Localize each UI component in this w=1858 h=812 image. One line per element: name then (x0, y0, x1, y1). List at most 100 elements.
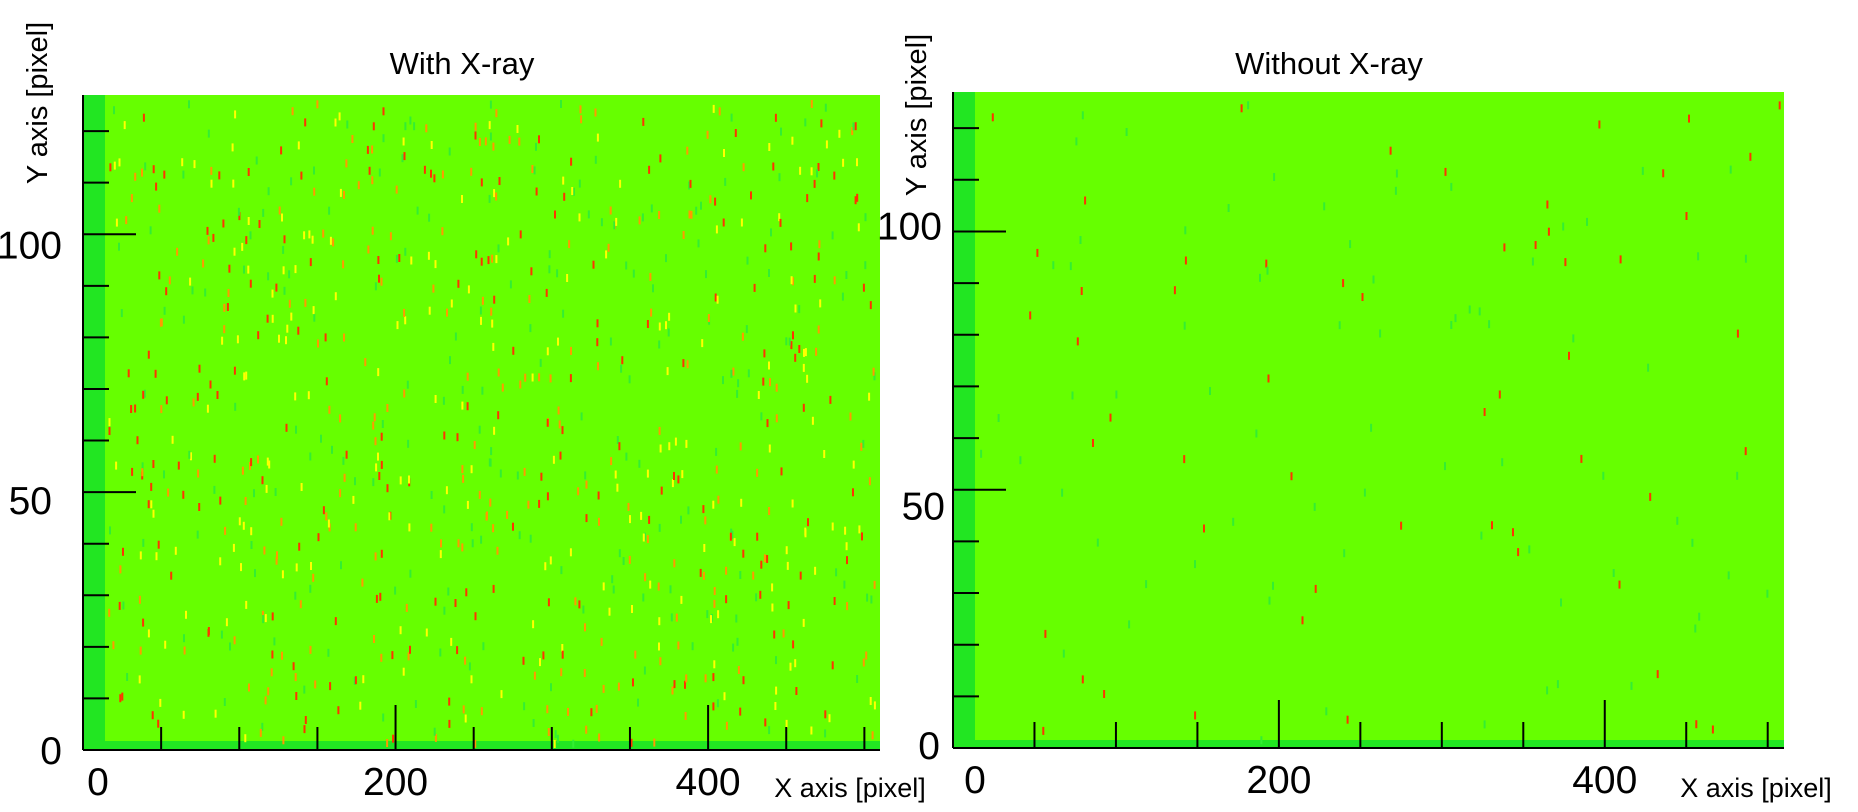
hit-mark (844, 526, 847, 535)
hit-mark (371, 226, 374, 235)
hit-mark (794, 659, 797, 668)
hit-mark (288, 299, 291, 308)
hit-mark (1676, 516, 1679, 525)
hit-mark (317, 339, 319, 348)
hit-mark (403, 308, 406, 317)
hit-mark (372, 421, 375, 430)
hit-mark (375, 594, 378, 603)
hit-mark (686, 146, 689, 155)
hit-mark (568, 240, 571, 249)
hit-mark (245, 236, 248, 245)
hit-mark (864, 213, 867, 222)
hit-mark (578, 600, 581, 609)
hit-mark (1071, 391, 1074, 400)
hit-mark (176, 247, 179, 256)
hit-mark (492, 142, 495, 151)
hit-mark (675, 613, 678, 622)
hit-mark (480, 178, 483, 187)
hit-mark (1454, 314, 1457, 323)
hit-mark (596, 338, 599, 347)
hit-mark (584, 471, 587, 480)
hit-mark (730, 113, 733, 122)
hit-mark (207, 129, 210, 138)
hit-mark (833, 171, 836, 180)
hit-mark (219, 496, 222, 505)
hit-mark (497, 368, 500, 377)
hit-mark (572, 739, 575, 748)
hit-mark (518, 137, 521, 146)
hit-mark (1778, 101, 1781, 110)
hit-mark (262, 208, 265, 217)
hit-mark (681, 470, 684, 479)
hit-mark (554, 730, 557, 739)
hit-mark (325, 377, 328, 386)
hit-mark (493, 295, 496, 304)
hit-mark (402, 137, 405, 146)
hit-mark (1273, 173, 1276, 181)
hit-mark (150, 482, 153, 491)
hit-mark (108, 427, 111, 435)
hit-mark (219, 557, 222, 566)
hit-mark (742, 163, 745, 172)
hit-mark (113, 106, 115, 115)
hit-mark (495, 192, 498, 201)
hit-mark (1483, 720, 1486, 729)
hit-mark (658, 523, 661, 532)
hit-mark (846, 602, 849, 611)
hit-mark (480, 257, 483, 266)
hit-mark (482, 642, 485, 651)
hit-mark (488, 121, 491, 130)
hit-mark (456, 646, 459, 655)
hit-mark (539, 658, 541, 667)
hit-mark (439, 550, 442, 559)
hit-mark (382, 713, 385, 722)
hit-mark (1711, 725, 1714, 734)
hit-mark (478, 425, 481, 434)
hit-mark (1372, 275, 1375, 284)
hit-mark (1619, 255, 1622, 264)
hit-mark (223, 325, 226, 334)
hit-mark (281, 213, 283, 222)
y-axis-label: Y axis [pixel] (901, 34, 933, 196)
hit-mark (512, 522, 514, 531)
hit-mark (763, 349, 766, 358)
hit-mark (785, 719, 788, 728)
hit-mark (367, 245, 370, 254)
hit-mark (530, 267, 533, 276)
hit-mark (237, 207, 240, 216)
hit-mark (280, 146, 283, 155)
hit-mark (165, 287, 168, 296)
hit-mark (673, 559, 676, 568)
hit-mark (755, 593, 758, 602)
hit-mark (773, 630, 776, 639)
hit-mark (715, 447, 718, 456)
hit-mark (138, 675, 141, 684)
hit-mark (181, 158, 184, 167)
hit-mark (371, 145, 374, 154)
hit-mark (829, 395, 832, 404)
hit-mark (674, 437, 677, 446)
hit-mark (223, 698, 226, 706)
hit-mark (258, 220, 261, 228)
hit-mark (141, 468, 144, 477)
hit-mark (310, 562, 312, 570)
hit-mark (130, 194, 133, 203)
hit-mark (706, 610, 709, 619)
hit-mark (1128, 620, 1131, 629)
hit-mark (228, 264, 231, 273)
hit-mark (352, 495, 355, 504)
hit-mark (739, 442, 742, 451)
hit-mark (266, 314, 269, 323)
hit-mark (1395, 169, 1398, 178)
hit-mark (127, 369, 130, 378)
hit-mark (815, 347, 818, 356)
hit-mark (668, 442, 671, 451)
hit-mark (1194, 711, 1197, 720)
hit-mark (340, 561, 342, 570)
hit-mark (638, 459, 641, 468)
hit-mark (276, 551, 278, 560)
hit-mark (295, 425, 297, 434)
hit-mark (828, 714, 831, 723)
hit-mark (550, 683, 552, 692)
